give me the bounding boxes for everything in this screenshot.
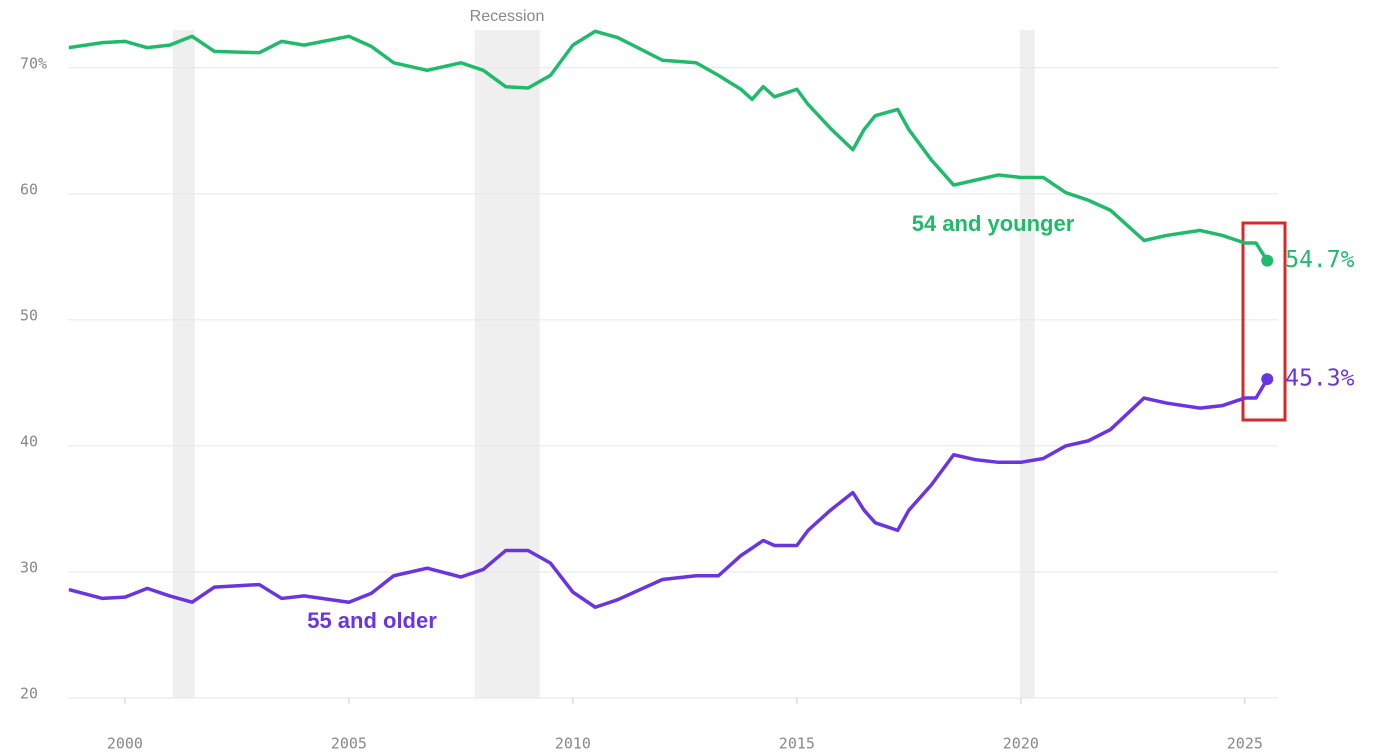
y-tick-label: 40 xyxy=(20,432,38,450)
end-point xyxy=(1261,373,1274,386)
series-label: 55 and older xyxy=(307,608,437,633)
x-tick-label: 2020 xyxy=(1003,735,1039,753)
band-label: Recession xyxy=(470,8,545,25)
x-tick-label: 2015 xyxy=(779,735,815,753)
x-tick-label: 2010 xyxy=(555,735,591,753)
recession-bands xyxy=(172,30,1035,698)
x-tick-label: 2000 xyxy=(107,735,143,753)
y-tick-label: 50 xyxy=(20,306,38,324)
end-point xyxy=(1261,254,1274,267)
x-tick-label: 2025 xyxy=(1227,735,1263,753)
recession-band xyxy=(1019,30,1035,698)
recession-band xyxy=(474,30,540,698)
highlight-box xyxy=(1241,221,1287,422)
series-label: 54 and younger xyxy=(912,211,1075,236)
x-tick-label: 2005 xyxy=(331,735,367,753)
recession-band xyxy=(172,30,195,698)
y-tick-label: 30 xyxy=(20,558,38,576)
end-label: 54.7% xyxy=(1285,247,1354,273)
end-label: 45.3% xyxy=(1285,366,1354,392)
grid xyxy=(68,67,1278,699)
y-tick-label: 20 xyxy=(20,685,38,703)
series-line xyxy=(68,29,1269,262)
series-line xyxy=(68,378,1269,610)
y-tick-label: 60 xyxy=(20,180,38,198)
y-tick-label: 70% xyxy=(20,54,47,72)
